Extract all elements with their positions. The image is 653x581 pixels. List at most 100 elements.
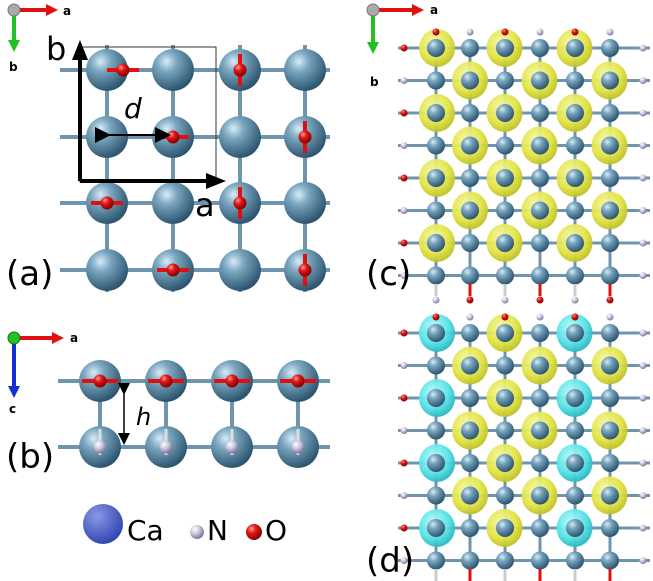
ca-atom: [427, 104, 445, 122]
panel-label-b: (b): [6, 437, 54, 477]
o-atom: [93, 374, 107, 388]
ca-atom: [531, 104, 549, 122]
n-atom: [639, 524, 647, 532]
panel-b: a c h (b): [6, 331, 330, 477]
ca-atom: [461, 421, 479, 440]
o-atom: [571, 313, 579, 321]
axis-triad-a: a b: [7, 3, 71, 74]
ca-atom: [601, 104, 619, 122]
ca-atom: [601, 486, 619, 505]
panel-label-c: (c): [366, 254, 411, 294]
ca-atom: [496, 266, 514, 285]
ca-atom: [496, 486, 514, 505]
n-atom: [639, 207, 647, 214]
n-atom: [400, 142, 408, 149]
n-atom: [639, 77, 647, 84]
ca-atom: [531, 486, 549, 505]
ca-atom: [427, 169, 445, 187]
o-atom: [233, 196, 247, 210]
lattice-top-view: [60, 45, 330, 292]
ca-atom: [531, 454, 549, 472]
ca-atom: [531, 324, 549, 342]
ca-atom: [427, 234, 445, 252]
axis-label-a-c: a: [430, 3, 438, 17]
ca-atom: [461, 551, 479, 570]
ca-atom: [566, 266, 584, 285]
panel-d: (d): [366, 313, 650, 581]
axis-label-a-side: a: [70, 331, 78, 345]
ca-atom: [461, 454, 479, 472]
ca-atom: [461, 389, 479, 407]
o-atom: [432, 28, 440, 36]
n-atom: [400, 207, 408, 214]
o-atom: [501, 313, 509, 321]
ca-atom: [427, 136, 445, 155]
o-atom: [116, 63, 130, 77]
ca-atom: [427, 356, 445, 375]
n-atom: [571, 296, 579, 304]
legend-swatch-n: [190, 525, 204, 539]
ca-atom: [601, 136, 619, 155]
ca-atom: [86, 116, 128, 158]
ca-atom: [566, 234, 584, 252]
n-atom: [501, 296, 509, 304]
ca-atom: [531, 201, 549, 220]
ca-atom: [461, 201, 479, 220]
n-atom: [400, 362, 408, 369]
ca-atom: [461, 266, 479, 285]
ca-atom: [427, 486, 445, 505]
ca-atom: [427, 324, 445, 342]
ca-atom: [566, 519, 584, 537]
ca-atom: [427, 71, 445, 90]
ca-atom: [284, 182, 326, 224]
ca-atom: [601, 39, 619, 57]
ca-atom: [496, 136, 514, 155]
ca-atom: [566, 136, 584, 155]
ca-atom: [152, 182, 194, 224]
n-atom: [639, 44, 647, 52]
n-atom: [639, 557, 647, 564]
ca-atom: [427, 421, 445, 440]
n-atom: [400, 427, 408, 434]
ca-atom: [427, 389, 445, 407]
n-atom: [400, 492, 408, 499]
o-atom: [291, 374, 305, 388]
ca-atom: [496, 71, 514, 90]
panel-label-a: (a): [6, 254, 53, 294]
ca-atom: [496, 39, 514, 57]
height-label-h: h: [136, 403, 151, 431]
ca-atom: [601, 266, 619, 285]
ca-atom: [461, 71, 479, 90]
lattice-side-view: [58, 360, 330, 468]
ca-atom: [427, 551, 445, 570]
o-atom: [606, 296, 614, 304]
ca-atom: [461, 356, 479, 375]
ca-atom: [566, 39, 584, 57]
o-atom: [501, 28, 509, 36]
n-atom: [536, 313, 544, 321]
ca-atom: [601, 356, 619, 375]
n-atom: [639, 394, 647, 402]
n-atom: [639, 174, 647, 182]
ca-atom: [566, 454, 584, 472]
ca-atom: [566, 389, 584, 407]
ca-atom: [461, 169, 479, 187]
ca-atom: [601, 421, 619, 440]
o-atom: [400, 329, 408, 337]
cell-label-b: b: [46, 30, 66, 68]
legend-label-n: N: [207, 514, 228, 547]
ca-atom: [461, 104, 479, 122]
ca-atom: [427, 454, 445, 472]
ca-atom: [496, 356, 514, 375]
axis-triad-b: a c: [7, 331, 78, 416]
o-atom: [536, 296, 544, 304]
ca-atom: [461, 486, 479, 505]
cell-label-a: a: [195, 186, 215, 224]
ca-atom: [601, 169, 619, 187]
ca-atom: [601, 389, 619, 407]
o-atom: [400, 174, 408, 182]
axis-label-b: b: [9, 60, 18, 74]
ca-atom: [601, 454, 619, 472]
charge-density-map-d: [398, 313, 650, 581]
o-atom: [298, 130, 312, 144]
